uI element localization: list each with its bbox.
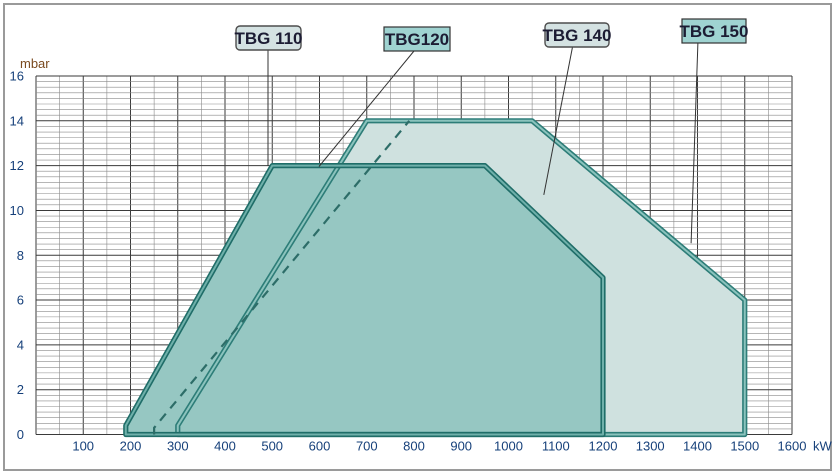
- svg-text:8: 8: [17, 248, 24, 263]
- svg-text:1300: 1300: [636, 439, 665, 454]
- svg-text:800: 800: [403, 439, 425, 454]
- svg-text:12: 12: [10, 158, 24, 173]
- svg-text:kW: kW: [813, 439, 833, 454]
- svg-text:500: 500: [261, 439, 283, 454]
- svg-text:TBG 140: TBG 140: [543, 26, 612, 45]
- svg-text:0: 0: [17, 427, 24, 442]
- svg-text:10: 10: [10, 203, 24, 218]
- svg-text:1100: 1100: [542, 439, 570, 454]
- svg-text:600: 600: [309, 439, 331, 454]
- svg-text:1200: 1200: [589, 439, 618, 454]
- svg-text:1400: 1400: [683, 439, 712, 454]
- svg-text:TBG 110: TBG 110: [234, 29, 302, 48]
- svg-text:1600: 1600: [778, 439, 807, 454]
- svg-text:mbar: mbar: [20, 56, 50, 71]
- svg-text:2: 2: [17, 382, 24, 397]
- svg-text:100: 100: [72, 439, 94, 454]
- svg-text:14: 14: [10, 113, 24, 128]
- svg-text:700: 700: [356, 439, 378, 454]
- svg-text:TBG120: TBG120: [385, 30, 449, 49]
- svg-text:1500: 1500: [730, 439, 759, 454]
- svg-text:1000: 1000: [494, 439, 523, 454]
- svg-text:200: 200: [120, 439, 142, 454]
- svg-text:TBG 150: TBG 150: [680, 22, 749, 41]
- svg-text:6: 6: [17, 293, 24, 308]
- svg-text:900: 900: [450, 439, 472, 454]
- svg-text:4: 4: [17, 337, 24, 352]
- svg-text:16: 16: [10, 69, 24, 84]
- svg-text:300: 300: [167, 439, 189, 454]
- svg-text:400: 400: [214, 439, 236, 454]
